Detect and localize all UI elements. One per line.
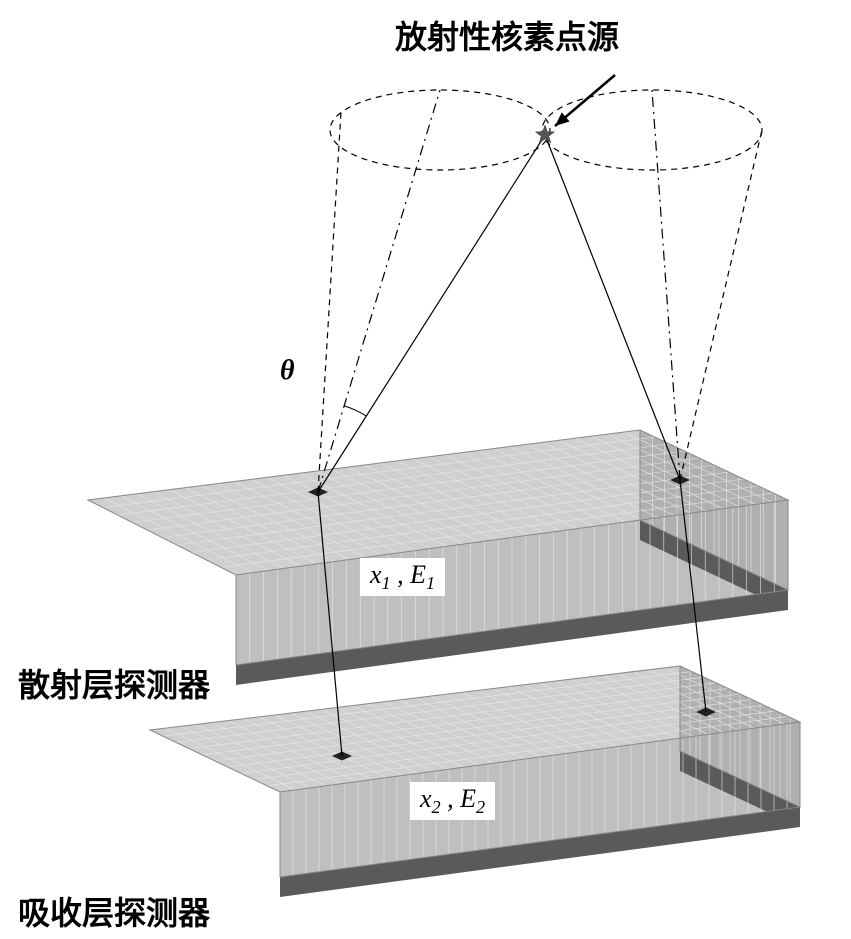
slab2-x-sub: 2 [432,797,441,817]
slab1-E-sub: 1 [426,573,435,593]
slab1-x: x [370,560,382,589]
slab1-E: E [410,560,426,589]
slab2-E-sub: 2 [476,797,485,817]
slab1-label: x1 , E1 [360,558,445,596]
slab2-x: x [420,784,432,813]
slab2-sep: , [441,784,461,813]
slab1-x-sub: 1 [382,573,391,593]
slab1-sep: , [391,560,411,589]
scatter-detector-label: 散射层探测器 [18,660,210,706]
title-label: 放射性核素点源 [395,12,619,58]
slab2-E: E [460,784,476,813]
theta-label: θ [280,355,295,387]
absorb-detector-label: 吸收层探测器 [18,888,210,934]
slab2-label: x2 , E2 [410,782,495,820]
